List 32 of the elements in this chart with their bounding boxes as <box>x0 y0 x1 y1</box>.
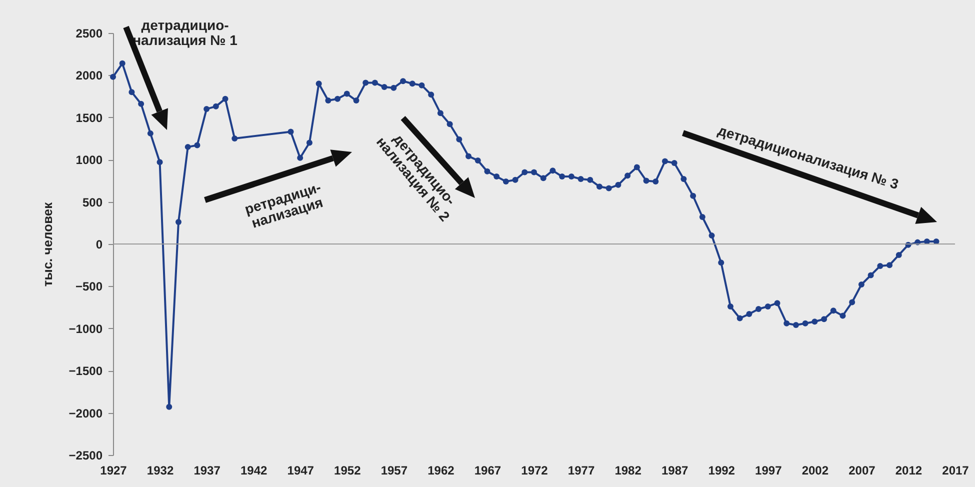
x-tick-label: 1982 <box>614 464 642 478</box>
x-tick-label: 1997 <box>755 464 782 478</box>
x-tick-label: 2012 <box>895 464 922 478</box>
y-tick-label: 1000 <box>76 153 103 168</box>
x-tick-label: 2007 <box>848 464 876 478</box>
x-tick-label: 1967 <box>474 464 502 478</box>
y-tick-label: 1500 <box>76 110 103 125</box>
x-tick-label: 1992 <box>708 464 736 478</box>
y-axis-title: тыс. человек <box>40 202 55 287</box>
x-tick-label: 2002 <box>802 464 829 478</box>
x-tick-label: 1927 <box>100 464 128 478</box>
x-tick-label: 2017 <box>942 464 970 478</box>
x-tick-label: 1962 <box>428 464 455 478</box>
y-tick-label: 500 <box>82 195 103 210</box>
x-tick-label: 1942 <box>240 464 268 478</box>
y-tick-label: 2500 <box>76 26 103 40</box>
x-tick-label: 1952 <box>334 464 362 478</box>
x-tick-label: 1932 <box>146 464 174 478</box>
y-tick-label: −1000 <box>68 322 103 336</box>
x-tick-label: 1977 <box>568 464 595 478</box>
y-tick-label: −2500 <box>68 448 103 462</box>
y-tick-label: −2000 <box>68 406 103 420</box>
y-tick-label: −500 <box>75 280 103 294</box>
annotation: детрадицио- нализация № 1 <box>132 17 238 48</box>
x-tick-label: 1947 <box>287 464 314 478</box>
y-tick-label: 2000 <box>76 68 103 83</box>
x-tick-label: 1957 <box>380 464 408 478</box>
y-tick-label: 0 <box>96 238 103 252</box>
x-tick-label: 1972 <box>521 464 548 478</box>
y-tick-label: −1500 <box>68 364 103 378</box>
x-tick-label: 1987 <box>661 464 689 478</box>
x-tick-label: 1937 <box>194 464 221 478</box>
